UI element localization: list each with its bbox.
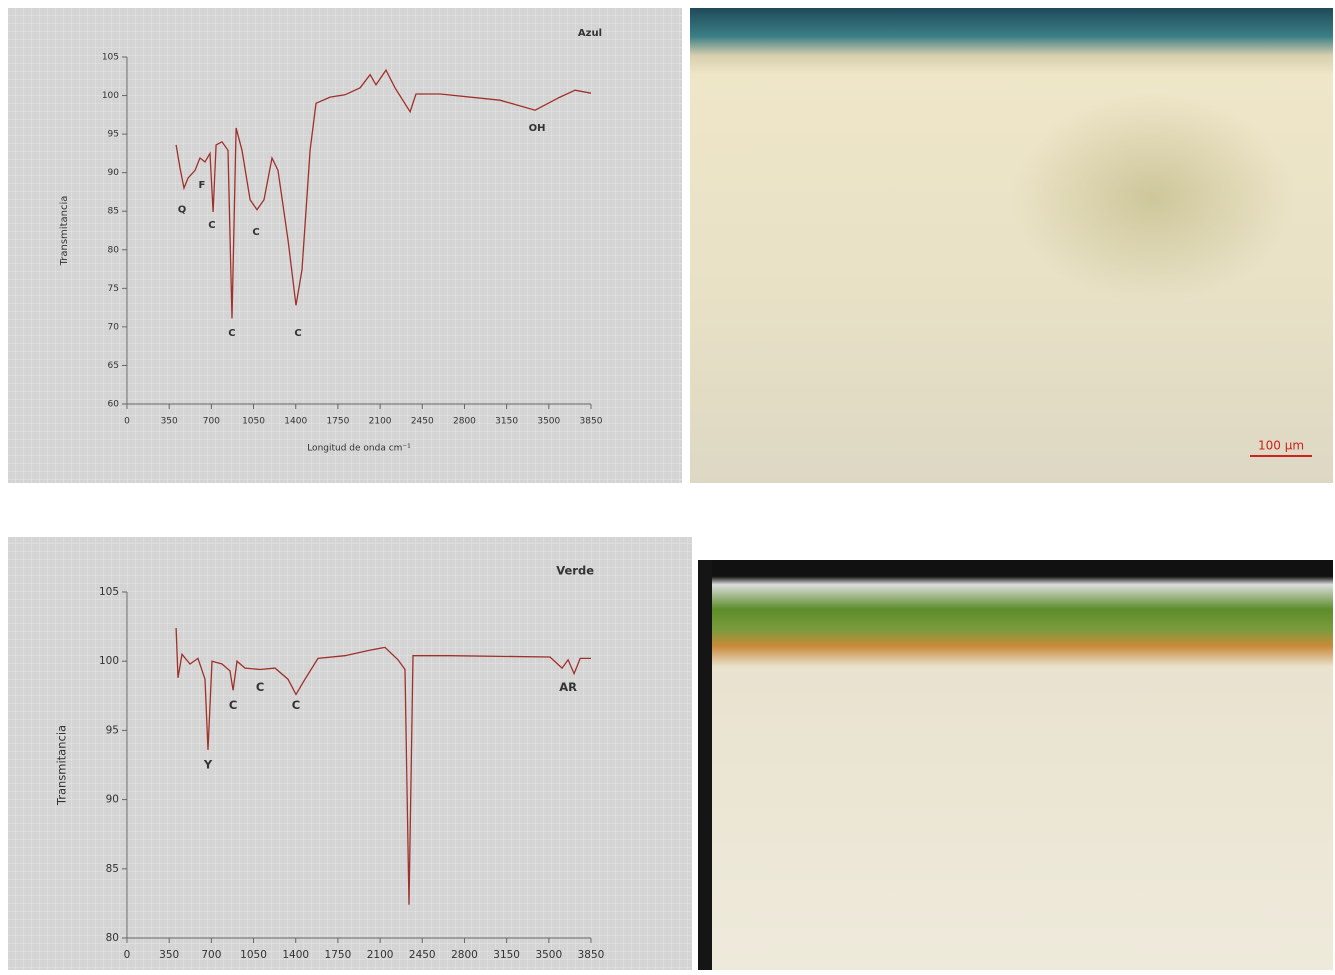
x-tick-label: 350	[161, 417, 178, 427]
x-tick-label: 3850	[578, 949, 605, 961]
y-tick-label: 95	[106, 724, 119, 736]
chart-title: Azul	[578, 28, 602, 39]
peak-annotation: AR	[559, 680, 577, 694]
x-tick-label: 2100	[367, 949, 394, 961]
peak-annotation: C	[256, 680, 264, 694]
micrograph	[698, 560, 1333, 970]
y-tick-label: 100	[102, 91, 119, 101]
peak-annotation: C	[229, 698, 237, 712]
x-tick-label: 2100	[369, 417, 392, 427]
x-tick-label: 350	[159, 949, 179, 961]
peak-annotation: F	[199, 180, 206, 191]
x-tick-label: 1400	[284, 417, 307, 427]
peak-annotation: OH	[529, 123, 546, 134]
peak-annotation: C	[292, 698, 300, 712]
peak-annotation: Q	[178, 205, 187, 216]
x-tick-label: 1050	[242, 417, 265, 427]
y-tick-label: 85	[106, 863, 119, 875]
x-tick-label: 700	[203, 417, 220, 427]
figure: 100 µm Azul60657075808590951001050350700…	[0, 0, 1335, 971]
x-tick-label: 2800	[453, 417, 476, 427]
peak-annotation: C	[294, 328, 301, 339]
y-tick-label: 90	[108, 168, 120, 178]
y-tick-label: 75	[108, 284, 119, 294]
y-tick-label: 65	[108, 361, 119, 371]
peak-annotation: C	[228, 328, 235, 339]
x-tick-label: 1050	[240, 949, 267, 961]
y-tick-label: 60	[108, 400, 120, 410]
y-tick-label: 95	[108, 130, 119, 140]
y-tick-label: 70	[108, 322, 120, 332]
y-tick-label: 100	[99, 655, 119, 667]
x-tick-label: 1400	[282, 949, 309, 961]
y-tick-label: 105	[99, 586, 119, 598]
x-tick-label: 2450	[411, 417, 434, 427]
x-tick-label: 0	[124, 949, 131, 961]
peak-annotation: C	[252, 227, 259, 238]
page: 100 µm Azul60657075808590951001050350700…	[0, 0, 1335, 971]
scale-bar-label: 100 µm	[1258, 439, 1304, 453]
x-tick-label: 3850	[580, 417, 603, 427]
y-tick-label: 105	[102, 53, 119, 63]
x-tick-label: 2800	[451, 949, 478, 961]
x-tick-label: 0	[124, 417, 130, 427]
x-axis-label: Longitud de onda cm⁻¹	[307, 444, 411, 454]
y-tick-label: 85	[108, 207, 119, 217]
chart-panel	[8, 537, 692, 970]
y-axis-label: Transmitancia	[55, 725, 69, 806]
y-tick-label: 80	[108, 245, 120, 255]
micrograph-edge	[698, 560, 712, 970]
x-tick-label: 3500	[537, 417, 560, 427]
x-tick-label: 2450	[409, 949, 436, 961]
micrograph-detail	[690, 8, 1333, 483]
peak-annotation: C	[208, 220, 215, 231]
x-tick-label: 700	[201, 949, 221, 961]
y-tick-label: 80	[106, 932, 119, 944]
x-tick-label: 3150	[495, 417, 518, 427]
x-tick-label: 1750	[325, 949, 352, 961]
x-tick-label: 3150	[493, 949, 520, 961]
x-tick-label: 3500	[535, 949, 562, 961]
peak-annotation: Y	[203, 758, 213, 772]
chart-title: Verde	[556, 564, 594, 578]
y-tick-label: 90	[106, 794, 119, 806]
x-tick-label: 1750	[326, 417, 349, 427]
y-axis-label: Transmitancia	[59, 196, 70, 267]
